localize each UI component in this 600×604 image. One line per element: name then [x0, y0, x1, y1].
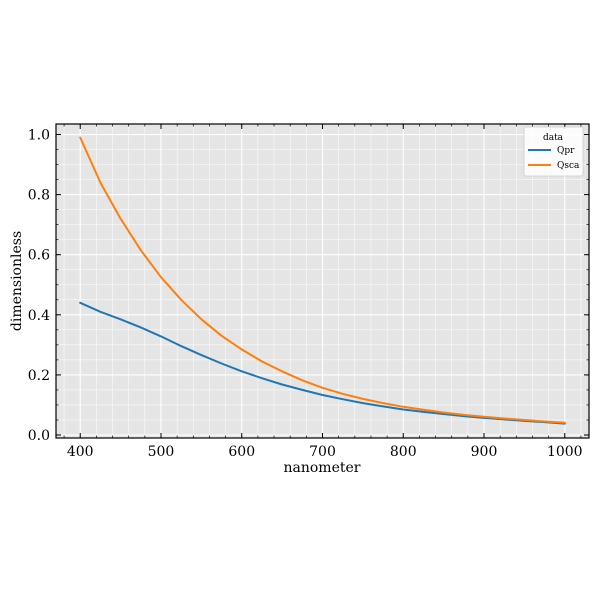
y-tick-label: 1.0	[28, 128, 50, 144]
y-tick-label: 0.8	[28, 188, 50, 204]
x-tick-label: 500	[148, 444, 175, 460]
y-tick-label: 0.6	[28, 248, 50, 264]
x-tick-label: 700	[309, 444, 336, 460]
x-tick-label: 900	[471, 444, 498, 460]
x-tick-label: 400	[67, 444, 94, 460]
series-layer	[79, 136, 566, 425]
x-tick-label: 800	[390, 444, 417, 460]
legend: data Qpr Qsca	[523, 126, 584, 177]
series-line-qpr	[79, 301, 566, 425]
legend-box	[523, 126, 584, 177]
legend-label-qpr: Qpr	[557, 146, 575, 156]
tick-labels: 400 500 600 700 800 900 1000 0.0 0.2 0.4 0.6 0.8 1.0	[28, 128, 583, 460]
x-tick-label: 600	[228, 444, 255, 460]
series-line-qsca	[79, 136, 566, 424]
y-axis-label: dimensionless	[9, 231, 25, 331]
x-axis-label: nanometer	[284, 460, 361, 476]
y-tick-label: 0.0	[28, 428, 50, 444]
y-tick-label: 0.2	[28, 368, 50, 384]
y-tick-label: 0.4	[28, 308, 50, 324]
x-tick-label: 1000	[547, 444, 583, 460]
ticks	[56, 124, 589, 438]
legend-label-qsca: Qsca	[557, 161, 580, 171]
legend-title: data	[543, 133, 564, 143]
